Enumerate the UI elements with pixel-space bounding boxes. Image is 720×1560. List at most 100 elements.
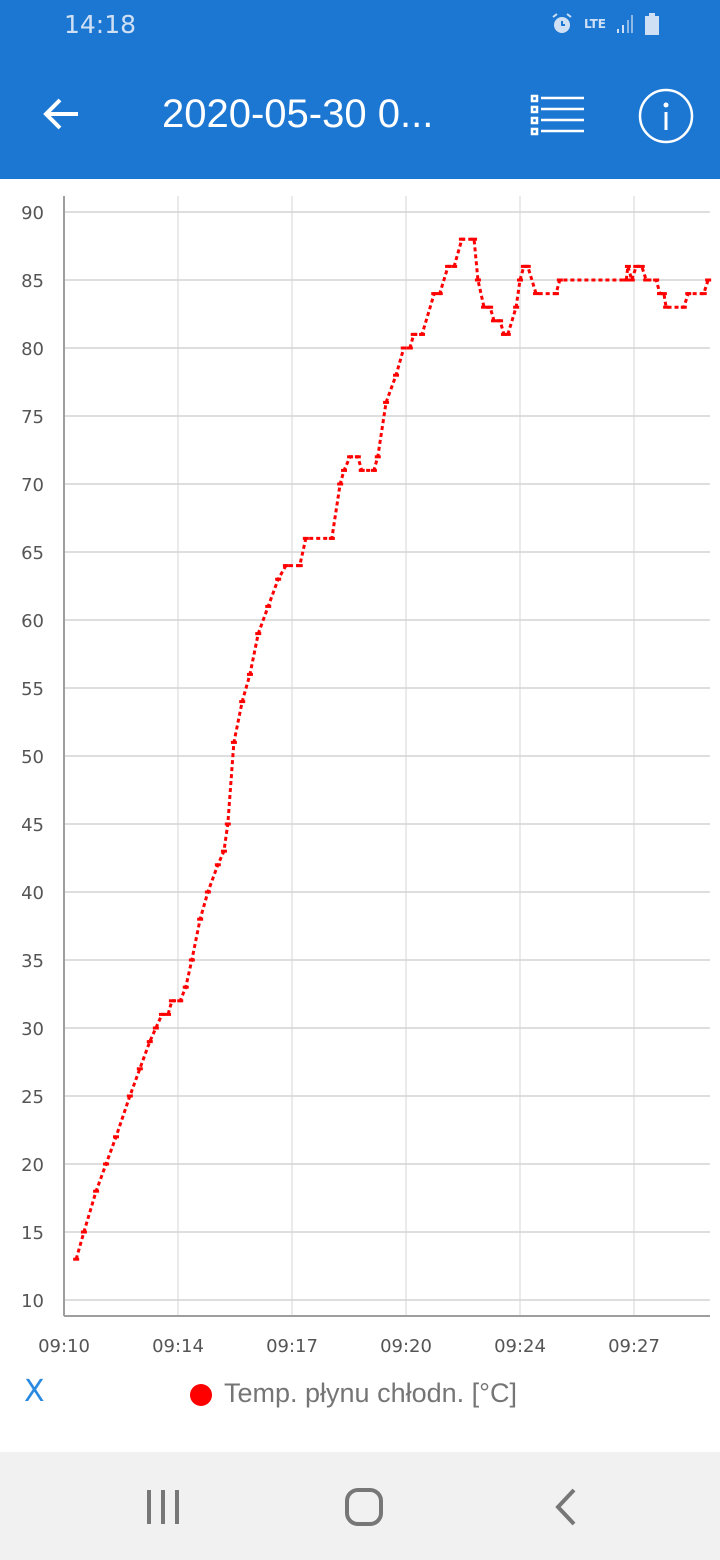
data-point — [136, 1067, 143, 1071]
navigation-bar — [0, 1452, 720, 1560]
data-point — [239, 700, 246, 704]
data-point — [500, 332, 507, 336]
y-tick-label: 75 — [21, 407, 44, 428]
data-point — [165, 1012, 172, 1016]
signal-icon — [617, 15, 633, 33]
y-tick-label: 60 — [21, 611, 44, 632]
y-tick-label: 45 — [21, 815, 44, 836]
data-point — [663, 305, 670, 309]
data-point — [347, 455, 354, 459]
x-tick-label: 09:14 — [152, 1336, 204, 1357]
lte-icon: LTE — [583, 17, 606, 31]
data-point — [533, 292, 540, 296]
data-point — [113, 1135, 120, 1139]
data-point — [628, 278, 635, 282]
data-point — [400, 346, 407, 350]
data-point — [177, 999, 184, 1003]
data-point — [524, 264, 531, 268]
data-point — [624, 264, 631, 268]
data-point — [458, 237, 465, 241]
data-point — [436, 292, 443, 296]
y-tick-label: 25 — [21, 1087, 44, 1108]
y-tick-label: 90 — [21, 203, 44, 224]
page-title: 2020-05-30 0... — [162, 92, 434, 136]
data-point — [275, 577, 282, 581]
x-tick-label: 09:10 — [38, 1336, 90, 1357]
data-point — [220, 849, 227, 853]
data-point — [230, 740, 237, 744]
y-tick-label: 35 — [21, 951, 44, 972]
status-time: 14:18 — [64, 10, 137, 39]
data-point — [370, 468, 377, 472]
y-tick-label: 85 — [21, 271, 44, 292]
data-point — [660, 292, 667, 296]
data-point — [487, 305, 494, 309]
data-point — [497, 319, 504, 323]
status-bar: 14:18 LTE — [0, 0, 720, 56]
data-point — [255, 632, 262, 636]
info-icon[interactable] — [638, 88, 694, 144]
data-point — [354, 455, 361, 459]
data-point — [188, 958, 195, 962]
legend: X Temp. płynu chłodn. [°C] — [0, 1372, 720, 1422]
y-tick-label: 40 — [21, 883, 44, 904]
data-point — [197, 917, 204, 921]
data-point — [265, 604, 272, 608]
x-tick-label: 09:17 — [266, 1336, 318, 1357]
data-point — [657, 292, 664, 296]
data-point — [520, 264, 527, 268]
home-icon[interactable] — [339, 1482, 389, 1532]
x-tick-label: 09:20 — [380, 1336, 432, 1357]
list-icon[interactable] — [530, 94, 586, 136]
data-point — [504, 332, 511, 336]
data-point — [93, 1189, 100, 1193]
data-point — [80, 1230, 87, 1234]
data-point — [337, 482, 344, 486]
alarm-icon — [552, 13, 572, 33]
y-tick-label: 50 — [21, 747, 44, 768]
data-point — [633, 264, 640, 268]
data-point — [680, 305, 687, 309]
data-point — [481, 305, 488, 309]
x-tick-label: 09:24 — [494, 1336, 546, 1357]
data-point — [552, 292, 559, 296]
x-tick-label: 09:27 — [608, 1336, 660, 1357]
data-point — [474, 278, 481, 282]
data-point — [556, 278, 563, 282]
data-point — [73, 1257, 80, 1261]
data-point — [638, 264, 645, 268]
data-point — [383, 400, 390, 404]
data-point — [419, 332, 426, 336]
data-point — [393, 373, 400, 377]
series-line — [74, 237, 710, 1260]
data-point — [103, 1162, 110, 1166]
battery-icon — [645, 13, 659, 35]
recent-apps-icon[interactable] — [138, 1482, 188, 1532]
data-point — [168, 999, 175, 1003]
y-tick-label: 70 — [21, 475, 44, 496]
y-tick-label: 55 — [21, 679, 44, 700]
data-point — [182, 985, 189, 989]
data-point — [451, 264, 458, 268]
data-point — [328, 536, 335, 540]
data-point — [471, 237, 478, 241]
data-point — [700, 292, 707, 296]
data-point — [341, 468, 348, 472]
data-point — [282, 564, 289, 568]
data-point — [431, 292, 438, 296]
data-point — [643, 278, 650, 282]
back-nav-icon[interactable] — [542, 1482, 592, 1532]
data-point — [445, 264, 452, 268]
data-point — [685, 292, 692, 296]
data-point — [152, 1026, 159, 1030]
data-point — [517, 278, 523, 282]
app-bar: 2020-05-30 0... — [0, 56, 720, 179]
data-point — [406, 346, 413, 350]
legend-series-label: Temp. płynu chłodn. [°C] — [224, 1378, 517, 1408]
data-point — [358, 468, 365, 472]
y-tick-label: 20 — [21, 1155, 44, 1176]
legend-toggle-button[interactable]: X — [24, 1374, 45, 1409]
back-arrow-icon[interactable] — [40, 92, 84, 136]
data-point — [410, 332, 417, 336]
data-point — [224, 822, 231, 826]
